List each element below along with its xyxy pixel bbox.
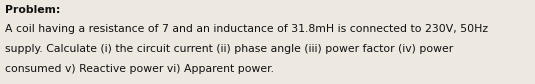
Text: consumed v) Reactive power vi) Apparent power.: consumed v) Reactive power vi) Apparent … — [5, 64, 274, 74]
Text: Problem:: Problem: — [5, 5, 61, 15]
Text: supply. Calculate (i) the circuit current (ii) phase angle (iii) power factor (i: supply. Calculate (i) the circuit curren… — [5, 44, 454, 54]
Text: A coil having a resistance of 7 and an inductance of 31.8mH is connected to 230V: A coil having a resistance of 7 and an i… — [5, 24, 488, 34]
